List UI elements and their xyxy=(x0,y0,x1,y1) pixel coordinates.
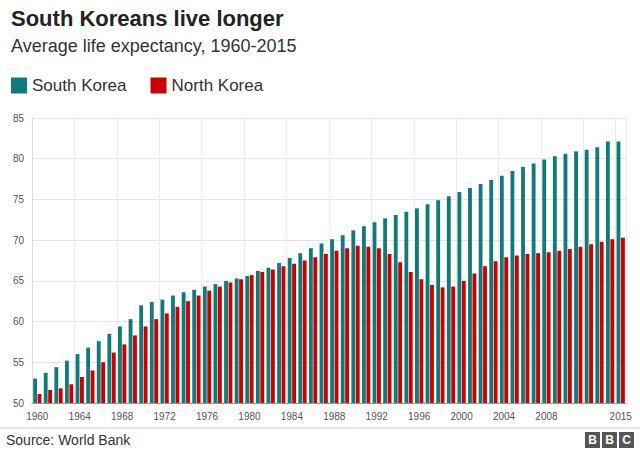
svg-text:75: 75 xyxy=(13,194,25,205)
svg-text:1996: 1996 xyxy=(408,411,431,422)
svg-text:65: 65 xyxy=(13,275,25,286)
svg-text:2015: 2015 xyxy=(610,411,633,422)
svg-text:1968: 1968 xyxy=(111,411,134,422)
svg-text:60: 60 xyxy=(13,316,25,327)
svg-text:1988: 1988 xyxy=(323,411,346,422)
svg-text:2000: 2000 xyxy=(450,411,473,422)
svg-text:1976: 1976 xyxy=(196,411,219,422)
svg-text:B: B xyxy=(605,433,614,447)
svg-text:1964: 1964 xyxy=(69,411,92,422)
svg-text:1984: 1984 xyxy=(281,411,304,422)
svg-text:C: C xyxy=(622,433,631,447)
svg-text:1960: 1960 xyxy=(26,411,49,422)
svg-text:B: B xyxy=(588,433,597,447)
svg-text:Source: World Bank: Source: World Bank xyxy=(6,432,131,448)
svg-text:80: 80 xyxy=(13,153,25,164)
svg-text:2008: 2008 xyxy=(535,411,558,422)
svg-text:South Koreans live longer: South Koreans live longer xyxy=(11,6,284,31)
svg-text:Average life expectancy, 1960-: Average life expectancy, 1960-2015 xyxy=(11,36,297,56)
svg-text:2004: 2004 xyxy=(493,411,516,422)
svg-text:South Korea: South Korea xyxy=(32,76,127,95)
svg-text:1980: 1980 xyxy=(238,411,261,422)
svg-text:55: 55 xyxy=(13,357,25,368)
svg-text:85: 85 xyxy=(13,113,25,124)
svg-text:1972: 1972 xyxy=(153,411,176,422)
svg-text:50: 50 xyxy=(13,398,25,409)
svg-text:1992: 1992 xyxy=(366,411,389,422)
svg-text:North Korea: North Korea xyxy=(172,76,264,95)
svg-text:70: 70 xyxy=(13,235,25,246)
